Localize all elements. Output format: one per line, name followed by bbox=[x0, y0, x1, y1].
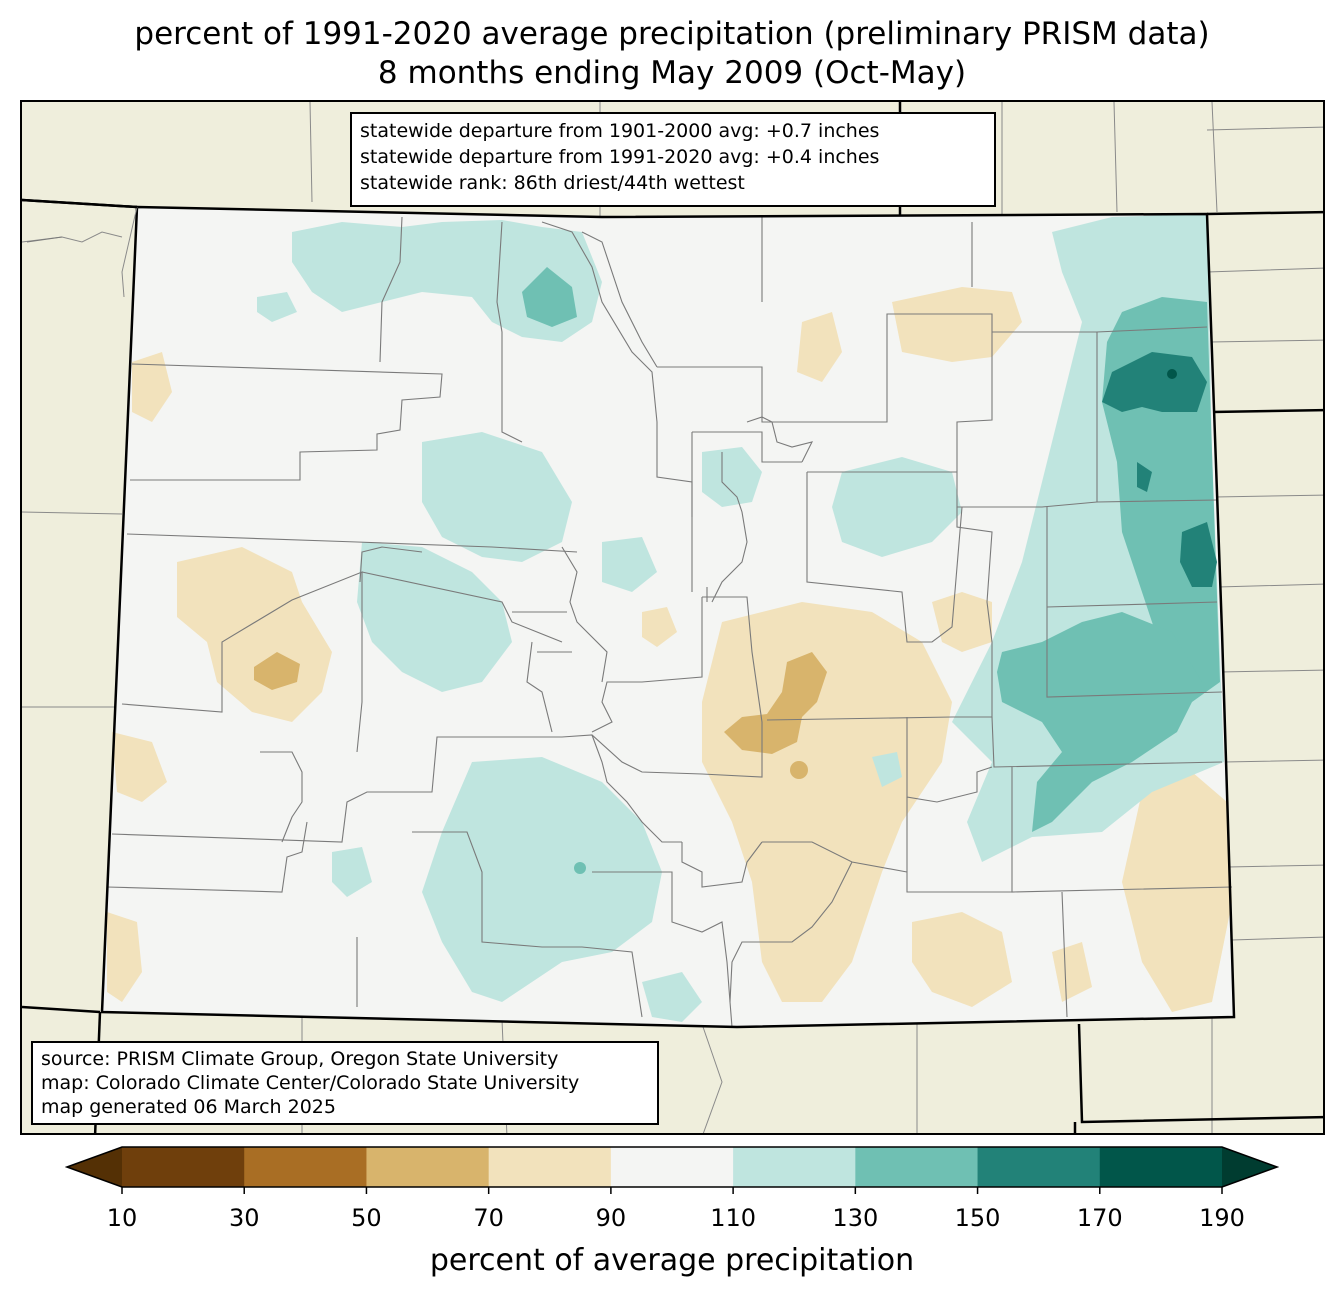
colorbar-label: percent of average precipitation bbox=[429, 1243, 915, 1278]
dry-anomaly-areas bbox=[107, 287, 1232, 1012]
colorbar-segment bbox=[855, 1147, 979, 1187]
precipitation-map bbox=[22, 102, 1323, 1133]
source-line-2: map: Colorado Climate Center/Colorado St… bbox=[41, 1072, 580, 1094]
colorbar-tick-label: 170 bbox=[1076, 1204, 1123, 1232]
colorbar-segment bbox=[122, 1147, 245, 1187]
colorbar-segment bbox=[610, 1147, 734, 1187]
extreme-wet-anomaly-areas bbox=[1167, 369, 1177, 379]
colorbar-segment bbox=[977, 1147, 1101, 1187]
source-info-box: source: PRISM Climate Group, Oregon Stat… bbox=[31, 1041, 659, 1125]
colorbar-segment bbox=[244, 1147, 367, 1187]
map-title-line-1: percent of 1991-2020 average precipitati… bbox=[134, 16, 1210, 52]
map-title-line-2: 8 months ending May 2009 (Oct-May) bbox=[377, 55, 967, 91]
colorbar-tick-label: 110 bbox=[710, 1204, 757, 1232]
very-wet-anomaly-areas bbox=[1102, 352, 1217, 587]
colorbar-over-arrow bbox=[1222, 1147, 1277, 1187]
colorbar-segment bbox=[733, 1147, 856, 1187]
colorado-county-lines bbox=[26, 216, 1233, 1028]
colorbar-segment bbox=[366, 1147, 490, 1187]
colorbar bbox=[65, 1146, 1279, 1194]
colorbar-segment bbox=[488, 1147, 612, 1187]
statewide-stats-box: statewide departure from 1901-2000 avg: … bbox=[350, 112, 996, 207]
stats-line-2: statewide departure from 1991-2020 avg: … bbox=[360, 146, 880, 168]
strong-dry-anomaly-areas bbox=[254, 652, 827, 779]
source-line-3: map generated 06 March 2025 bbox=[41, 1096, 336, 1118]
colorbar-tick-label: 150 bbox=[954, 1204, 1001, 1232]
colorbar-segment bbox=[1099, 1147, 1223, 1187]
map-frame bbox=[20, 100, 1325, 1135]
stats-line-3: statewide rank: 86th driest/44th wettest bbox=[360, 172, 745, 194]
colorbar-tick-label: 130 bbox=[832, 1204, 879, 1232]
colorbar-tick-label: 30 bbox=[228, 1204, 260, 1232]
colorado-state-outline bbox=[100, 205, 1236, 1029]
colorbar-tick-label: 10 bbox=[106, 1204, 138, 1232]
colorbar-tick-label: 90 bbox=[595, 1204, 627, 1232]
stats-line-1: statewide departure from 1901-2000 avg: … bbox=[360, 120, 880, 142]
colorbar-tick-label: 190 bbox=[1199, 1204, 1245, 1232]
colorbar-tick-label: 70 bbox=[473, 1204, 504, 1232]
source-line-1: source: PRISM Climate Group, Oregon Stat… bbox=[41, 1048, 559, 1070]
colorbar-tick-label: 50 bbox=[351, 1204, 382, 1232]
colorbar-under-arrow bbox=[67, 1147, 122, 1187]
